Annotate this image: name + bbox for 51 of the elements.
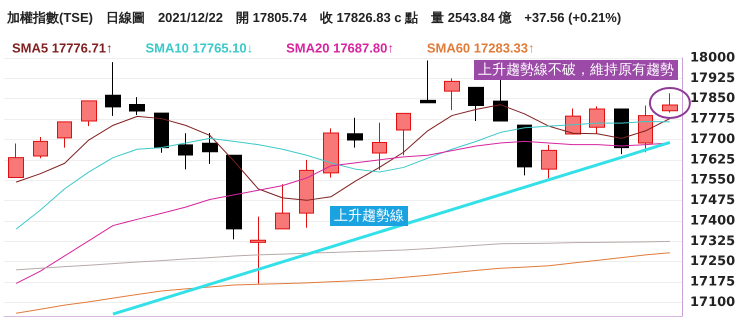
candlestick: [57, 121, 72, 148]
candlestick: [275, 184, 290, 230]
text: SMA5 17776.71↑: [12, 40, 112, 56]
annotation: 上升趨勢線不破，維持原有趨勢: [478, 62, 674, 78]
candlestick: [226, 154, 242, 240]
y-tick-label: 17550: [690, 172, 736, 188]
candlestick: [105, 62, 121, 116]
y-tick-label: 17775: [690, 112, 736, 127]
candlestick: [154, 112, 169, 154]
candlestick: [444, 78, 460, 111]
candlestick: [372, 122, 387, 170]
y-tick-label: 17175: [690, 274, 736, 290]
candlestick: [662, 92, 678, 114]
candlestick: [33, 136, 48, 159]
line-series: [16, 252, 670, 314]
y-tick-label: 17475: [690, 193, 736, 208]
text: SMA20 17687.80↑: [286, 40, 394, 56]
y-tick-label: 18000: [690, 50, 736, 66]
line-series: [16, 240, 670, 270]
text: SMA60 17283.33↑: [426, 40, 534, 56]
y-tick-label: 17250: [690, 254, 736, 270]
y-tick-label: 17700: [690, 132, 736, 147]
line-series: [16, 104, 670, 201]
candlestick: [420, 60, 436, 104]
candlestick: [541, 144, 557, 179]
y-tick-label: 17400: [690, 213, 736, 228]
candlestick: [347, 117, 363, 148]
text: SMA10 17765.10↓: [145, 40, 254, 56]
candlestick: [250, 216, 266, 284]
candlestick: [493, 79, 508, 122]
candlestick: [8, 143, 24, 178]
chart-title: 加權指數(TSE) 日線圖 2021/12/22 開 17805.74 收 17826.83 c 點 量 2543.84 億 +37.56 (+0.21%): [6, 10, 622, 25]
y-tick-label: 17100: [690, 294, 736, 310]
candlestick: [129, 96, 145, 116]
candlestick: [589, 106, 605, 135]
candlestick: [202, 132, 218, 164]
candlestick: [323, 128, 339, 178]
candlestick: [81, 100, 97, 127]
candlestick: [299, 159, 314, 228]
candlestick: [614, 108, 629, 155]
candlestick: [638, 105, 653, 153]
annotation: 上升趨勢線: [334, 208, 404, 224]
y-tick-label: 17925: [690, 70, 736, 86]
candlestick: [178, 132, 193, 170]
line-series: [16, 121, 670, 230]
y-tick-label: 17625: [690, 152, 736, 168]
candlestick: [517, 124, 532, 176]
y-tick-label: 17325: [690, 234, 736, 249]
candlestick: [396, 112, 411, 156]
y-tick-label: 17850: [690, 91, 736, 106]
candlestick: [468, 86, 484, 122]
